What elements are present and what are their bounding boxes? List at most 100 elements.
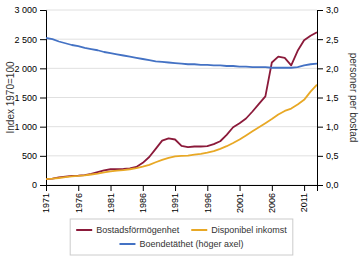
tick-label: 1 000 xyxy=(14,122,37,132)
tick: 500 xyxy=(22,151,46,161)
tick: 3,0 xyxy=(317,5,339,15)
plot: 1971 1976 1981 1986 1991 1996 2001 2006 2011 0 500… xyxy=(14,5,338,213)
tick: 2,5 xyxy=(317,35,339,45)
tick-mark xyxy=(40,98,46,99)
series-line xyxy=(46,85,317,180)
tick-mark xyxy=(40,127,46,128)
grid-line xyxy=(46,126,317,127)
legend-label: Bostadsförmögenhet xyxy=(96,225,180,235)
tick-mark xyxy=(175,185,176,191)
tick-mark xyxy=(240,185,241,191)
tick-label: 2 000 xyxy=(14,64,37,74)
legend-item: Bostadsförmögenhet xyxy=(76,225,180,235)
tick-mark xyxy=(317,127,323,128)
tick-label: 0,0 xyxy=(326,180,339,190)
tick-label: 3 000 xyxy=(14,5,37,15)
legend-item: Boendetäthet (höger axel) xyxy=(119,239,243,249)
y-axis-title: Index 1970=100 xyxy=(5,61,16,133)
tick-mark xyxy=(40,156,46,157)
tick: 1 000 xyxy=(14,122,46,132)
legend-row: Bostadsförmögenhet Disponibel inkomst xyxy=(76,225,287,235)
tick-label: 1,5 xyxy=(326,93,339,103)
tick: 2,0 xyxy=(317,64,339,74)
tick-mark xyxy=(272,185,273,191)
y2-axis: 0,0 0,5 1,0 1,5 2,0 2,5 3,0 xyxy=(317,5,339,190)
tick-label: 1981 xyxy=(106,193,116,213)
tick-label: 2011 xyxy=(299,193,309,212)
y2-axis-title: personer per bostad xyxy=(348,53,359,143)
grid-line xyxy=(46,97,317,98)
tick-mark xyxy=(317,39,323,40)
y-axis-line xyxy=(40,11,47,186)
tick: 2 500 xyxy=(14,35,46,45)
tick-label: 1986 xyxy=(138,193,148,213)
tick: 2 000 xyxy=(14,64,46,74)
tick-label: 2 500 xyxy=(14,35,37,45)
chart-svg: 1971 1976 1981 1986 1991 1996 2001 2006 2011 0 500… xyxy=(0,0,363,259)
tick: 1,5 xyxy=(317,93,339,103)
tick: 1971 xyxy=(41,185,51,213)
tick-label: 2001 xyxy=(235,193,245,213)
tick-mark xyxy=(40,185,46,186)
legend-frame xyxy=(70,219,293,255)
legend-label: Boendetäthet (höger axel) xyxy=(139,239,243,249)
tick-mark xyxy=(207,185,208,191)
tick-label: 1971 xyxy=(41,193,51,213)
tick-mark xyxy=(40,10,46,11)
tick-mark xyxy=(317,156,323,157)
tick-label: 1 500 xyxy=(14,93,37,103)
tick-label: 500 xyxy=(22,151,37,161)
tick-mark xyxy=(317,185,323,186)
y2-axis-line xyxy=(318,11,324,186)
tick-mark xyxy=(317,98,323,99)
series-line xyxy=(46,32,317,179)
grid-line xyxy=(46,39,317,40)
legend-row: Boendetäthet (höger axel) xyxy=(119,239,243,249)
tick: 2011 xyxy=(299,185,309,212)
legend-swatch xyxy=(76,229,92,231)
tick: 1996 xyxy=(203,185,213,213)
legend-label: Disponibel inkomst xyxy=(211,225,287,235)
tick-label: 1996 xyxy=(203,193,213,213)
chart-container: 1971 1976 1981 1986 1991 1996 2001 2006 2011 0 500… xyxy=(0,0,363,259)
tick: 1 500 xyxy=(14,93,46,103)
legend-swatch xyxy=(119,243,135,245)
tick: 1,0 xyxy=(317,122,339,132)
tick-label: 0,5 xyxy=(326,151,339,161)
tick: 0,5 xyxy=(317,151,339,161)
tick-label: 2,5 xyxy=(326,35,339,45)
tick: 3 000 xyxy=(14,5,46,15)
legend: Bostadsförmögenhet Disponibel inkomst Boen… xyxy=(70,219,293,255)
tick-mark xyxy=(111,185,112,191)
x-axis-line xyxy=(47,186,318,192)
tick-mark xyxy=(317,68,323,69)
tick-label: 2,0 xyxy=(326,64,339,74)
tick: 0 xyxy=(32,180,46,190)
grid-line xyxy=(46,10,317,11)
tick-label: 3,0 xyxy=(326,5,339,15)
grid xyxy=(46,10,317,185)
tick-label: 1,0 xyxy=(326,122,339,132)
tick-label: 2006 xyxy=(267,193,277,213)
tick-mark xyxy=(304,185,305,191)
tick: 1976 xyxy=(74,185,84,213)
tick-mark xyxy=(78,185,79,191)
tick: 1991 xyxy=(170,185,180,213)
tick-label: 0 xyxy=(32,180,37,190)
lines xyxy=(46,32,317,179)
legend-swatch xyxy=(191,229,207,231)
tick: 1986 xyxy=(138,185,148,213)
tick-mark xyxy=(317,10,323,11)
x-axis: 1971 1976 1981 1986 1991 1996 2001 2006 2011 xyxy=(41,185,317,213)
tick-label: 1976 xyxy=(74,193,84,213)
tick: 2001 xyxy=(235,185,245,213)
series-line xyxy=(46,38,317,68)
tick-mark xyxy=(40,39,46,40)
tick: 1981 xyxy=(106,185,116,213)
tick-mark xyxy=(40,68,46,69)
legend-item: Disponibel inkomst xyxy=(191,225,287,235)
tick: 0,0 xyxy=(317,180,339,190)
tick: 2006 xyxy=(267,185,277,213)
tick-mark xyxy=(143,185,144,191)
tick-label: 1991 xyxy=(170,193,180,213)
